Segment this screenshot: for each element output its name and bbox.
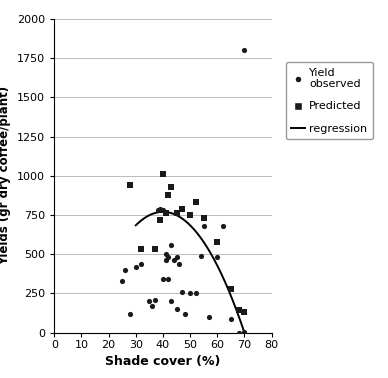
Point xyxy=(187,290,193,296)
Point xyxy=(133,264,139,270)
Point xyxy=(241,309,248,315)
Point xyxy=(228,286,234,292)
Point xyxy=(163,211,169,217)
Point xyxy=(236,307,242,313)
Point xyxy=(157,206,163,212)
Point xyxy=(173,254,180,260)
Point xyxy=(179,206,185,212)
Point xyxy=(236,330,242,336)
Point xyxy=(201,223,207,229)
Point xyxy=(146,298,152,304)
Point xyxy=(152,246,158,253)
Point xyxy=(187,212,193,218)
Point xyxy=(173,211,180,217)
Point xyxy=(149,303,155,309)
Legend: Yield
observed, Predicted, regression: Yield observed, Predicted, regression xyxy=(286,62,373,139)
Point xyxy=(138,246,144,253)
Point xyxy=(163,251,169,257)
Point xyxy=(182,311,188,317)
X-axis label: Shade cover (%): Shade cover (%) xyxy=(105,355,221,368)
Point xyxy=(168,184,174,190)
Point xyxy=(160,276,166,282)
Point xyxy=(157,217,163,223)
Point xyxy=(201,215,207,221)
Point xyxy=(214,239,220,245)
Point xyxy=(168,242,174,248)
Point xyxy=(165,192,171,198)
Point xyxy=(160,207,166,213)
Point xyxy=(241,47,248,53)
Point xyxy=(228,316,234,322)
Point xyxy=(127,311,133,317)
Point xyxy=(119,278,125,284)
Point xyxy=(171,257,177,263)
Point xyxy=(198,253,204,259)
Y-axis label: Yields (gr dry coffee/plant): Yields (gr dry coffee/plant) xyxy=(0,86,12,265)
Point xyxy=(127,182,133,188)
Point xyxy=(154,207,161,213)
Point xyxy=(214,254,220,260)
Point xyxy=(192,200,199,206)
Point xyxy=(152,297,158,303)
Point xyxy=(179,289,185,295)
Point xyxy=(122,267,128,273)
Point xyxy=(176,260,182,266)
Point xyxy=(241,329,248,335)
Point xyxy=(192,290,199,296)
Point xyxy=(206,314,212,320)
Point xyxy=(165,276,171,282)
Point xyxy=(160,171,166,177)
Point xyxy=(138,260,144,266)
Point xyxy=(220,223,226,229)
Point xyxy=(163,257,169,263)
Point xyxy=(173,306,180,312)
Point xyxy=(168,298,174,304)
Point xyxy=(165,254,171,260)
